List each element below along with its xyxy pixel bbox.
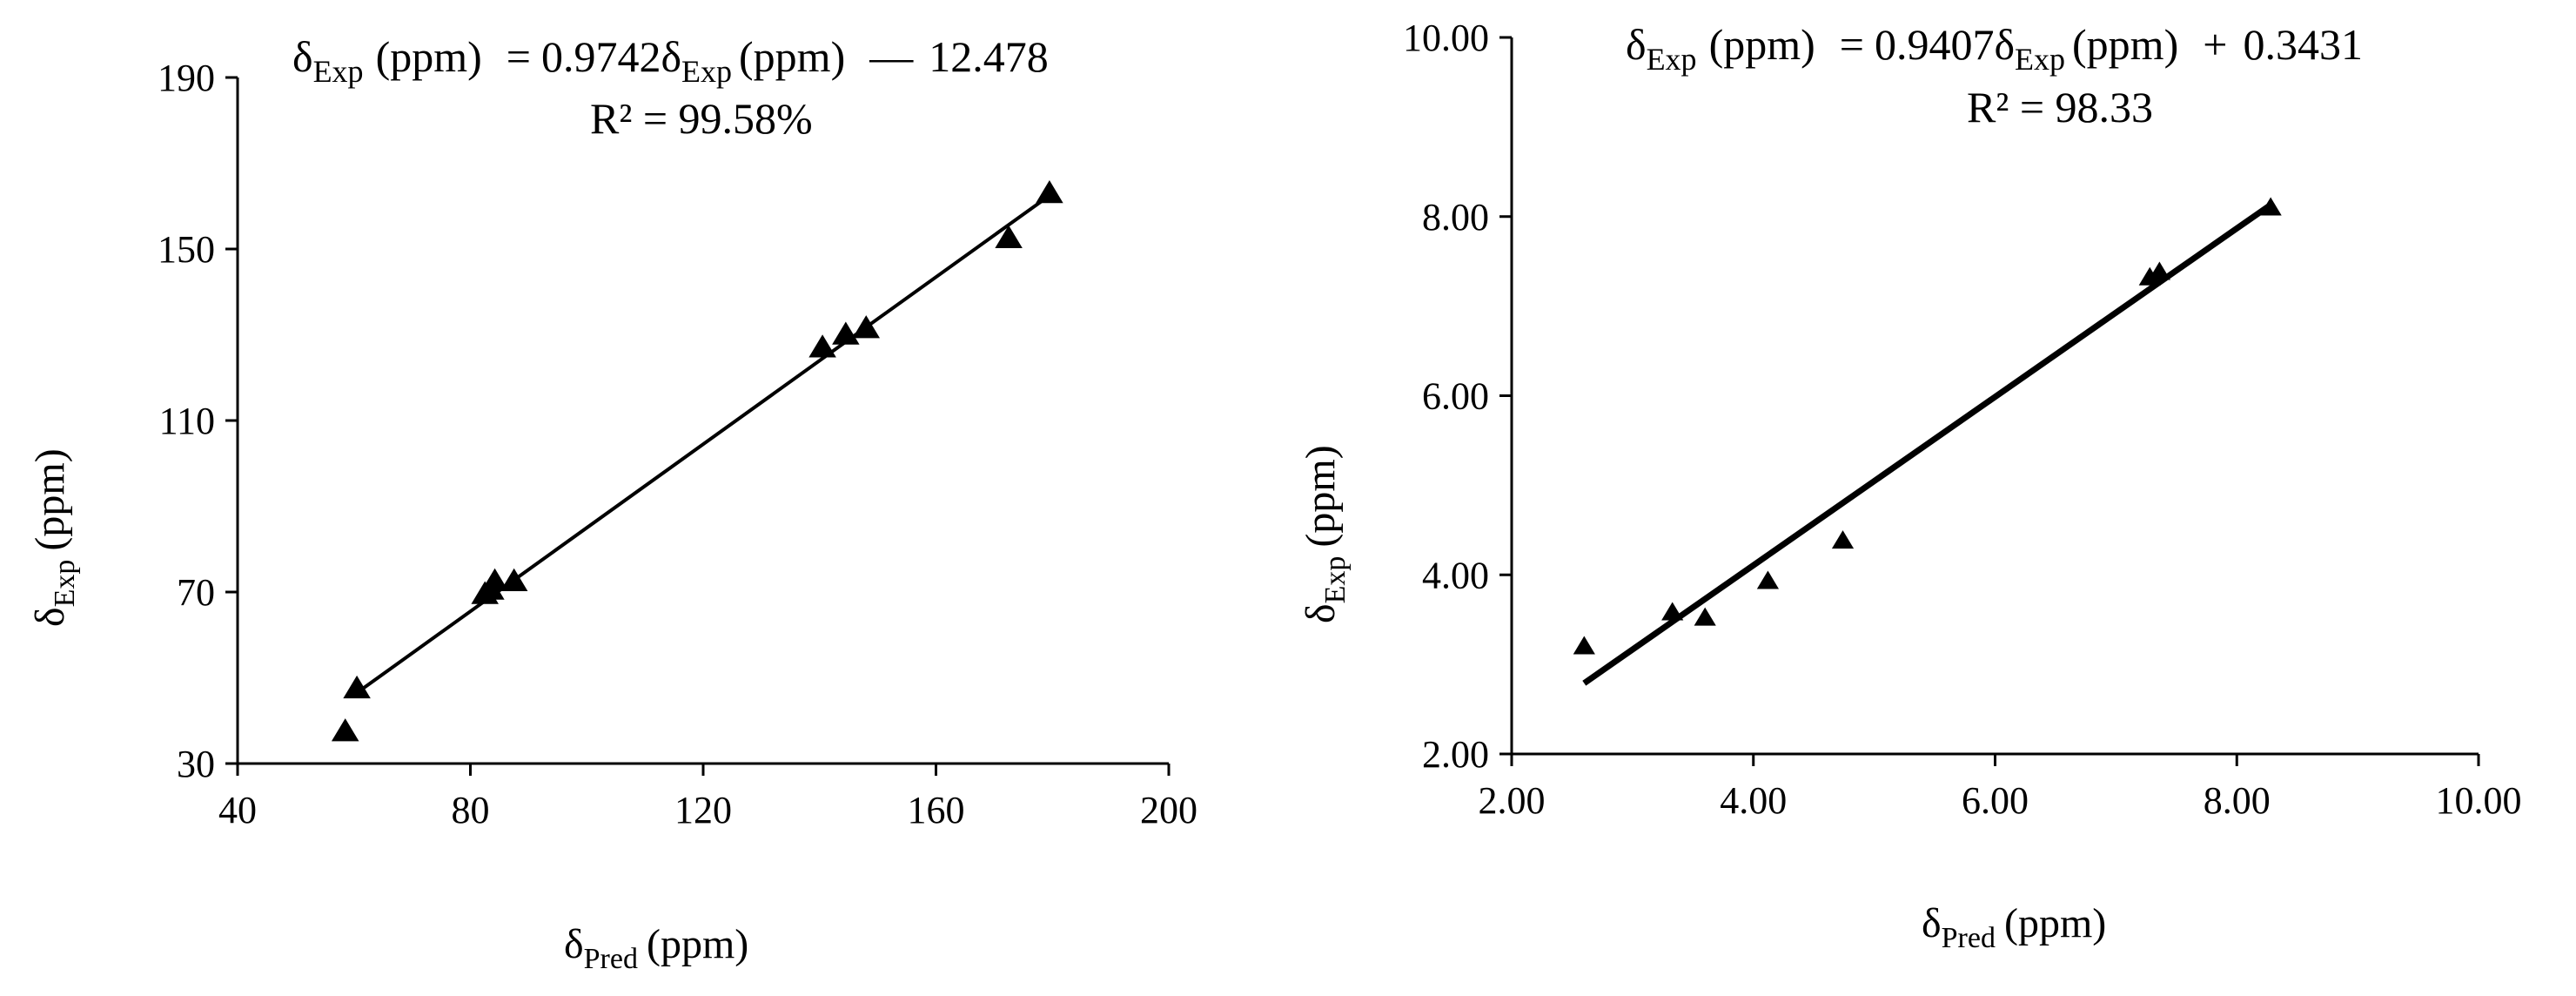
chart-1-y-tick-label: 30 xyxy=(177,743,215,785)
chart-2-x-tick-label: 4.00 xyxy=(1720,779,1787,822)
chart-1-x-tick-label: 120 xyxy=(674,789,732,831)
chart-2-data-point xyxy=(2148,261,2170,280)
chart-1-r2-label: R² = 99.58% xyxy=(590,94,813,143)
chart-2-x-axis-title: δPred (ppm) xyxy=(1922,900,2106,954)
chart-2-y-tick-label: 2.00 xyxy=(1422,733,1489,776)
chart-1-fit-line xyxy=(352,199,1043,697)
chart-1-y-tick-label: 190 xyxy=(158,57,215,99)
chart-1-y-axis-title: δExp(ppm) xyxy=(27,448,81,627)
chart-1-data-point xyxy=(343,675,371,699)
chart-2-y-tick-label: 8.00 xyxy=(1422,196,1489,239)
chart-1-x-axis-title: δPred (ppm) xyxy=(564,921,748,975)
chart-2-data-point xyxy=(1573,636,1595,655)
chart-2-equation: δExp (ppm) = 0.9407δExp (ppm) +0.3431 xyxy=(1626,20,2363,77)
chart-2-data-point xyxy=(2259,197,2282,216)
chart-1-data-point xyxy=(480,568,509,591)
chart-1-x-tick-label: 80 xyxy=(452,789,490,831)
chart-1-ticks: 40 80 120 160 200 30 70 110 150 190 xyxy=(158,57,1197,831)
chart-1-x-tick-label: 40 xyxy=(218,789,257,831)
chart-1-x-tick-label: 200 xyxy=(1140,789,1197,831)
chart-2-y-tick-label: 10.00 xyxy=(1403,17,1489,59)
chart-1-data-point xyxy=(331,718,359,742)
chart-1-y-tick-label: 70 xyxy=(177,571,215,614)
chart-2-x-tick-label: 8.00 xyxy=(2204,779,2271,822)
chart-1-data-point xyxy=(500,568,528,591)
chart-1-data-point xyxy=(1036,179,1063,204)
chart-2-data-point xyxy=(2138,266,2161,286)
chart-2-x-tick-label: 10.00 xyxy=(2436,779,2522,822)
chart-2-data-point xyxy=(1694,607,1716,626)
chart-2-marks xyxy=(1573,197,2282,686)
chart-1-x-tick-label: 160 xyxy=(908,789,965,831)
chart-1-y-tick-label: 110 xyxy=(159,400,215,442)
chart-2-data-point xyxy=(1831,530,1855,549)
chart-1-marks xyxy=(331,179,1063,742)
chart-2-x-tick-label: 6.00 xyxy=(1962,779,2029,822)
chart-2-data-point xyxy=(1756,570,1780,589)
chart-2-y-axis-title: δExp(ppm) xyxy=(1298,445,1352,623)
chart-2-data-point xyxy=(1661,602,1684,621)
chart-1-data-point xyxy=(832,321,860,345)
chart-1-data-point xyxy=(808,334,836,358)
chart-2-ticks: 2.00 4.00 6.00 8.00 10.00 2.00 4.00 6.00 8.00 10.… xyxy=(1403,17,2522,822)
chart-1-equation: δExp (ppm) = 0.9742δExp (ppm) —12.478 xyxy=(292,32,1049,89)
chart-2-x-tick-label: 2.00 xyxy=(1479,779,1546,822)
chart-2-y-tick-label: 4.00 xyxy=(1422,554,1489,596)
chart-1-y-tick-label: 150 xyxy=(158,228,215,271)
chart-1: 40 80 120 160 200 30 70 110 150 190 δExp (ppm) = 0.9… xyxy=(27,32,1197,975)
chart-2-r2-label: R² = 98.33 xyxy=(1967,83,2153,131)
chart-1-data-point xyxy=(852,315,880,339)
chart-2: 2.00 4.00 6.00 8.00 10.00 2.00 4.00 6.00 8.00 10.… xyxy=(1298,17,2522,954)
chart-2-y-tick-label: 6.00 xyxy=(1422,375,1489,418)
chart-2-fit-line xyxy=(1582,200,2275,686)
chart-1-data-point xyxy=(995,225,1023,248)
